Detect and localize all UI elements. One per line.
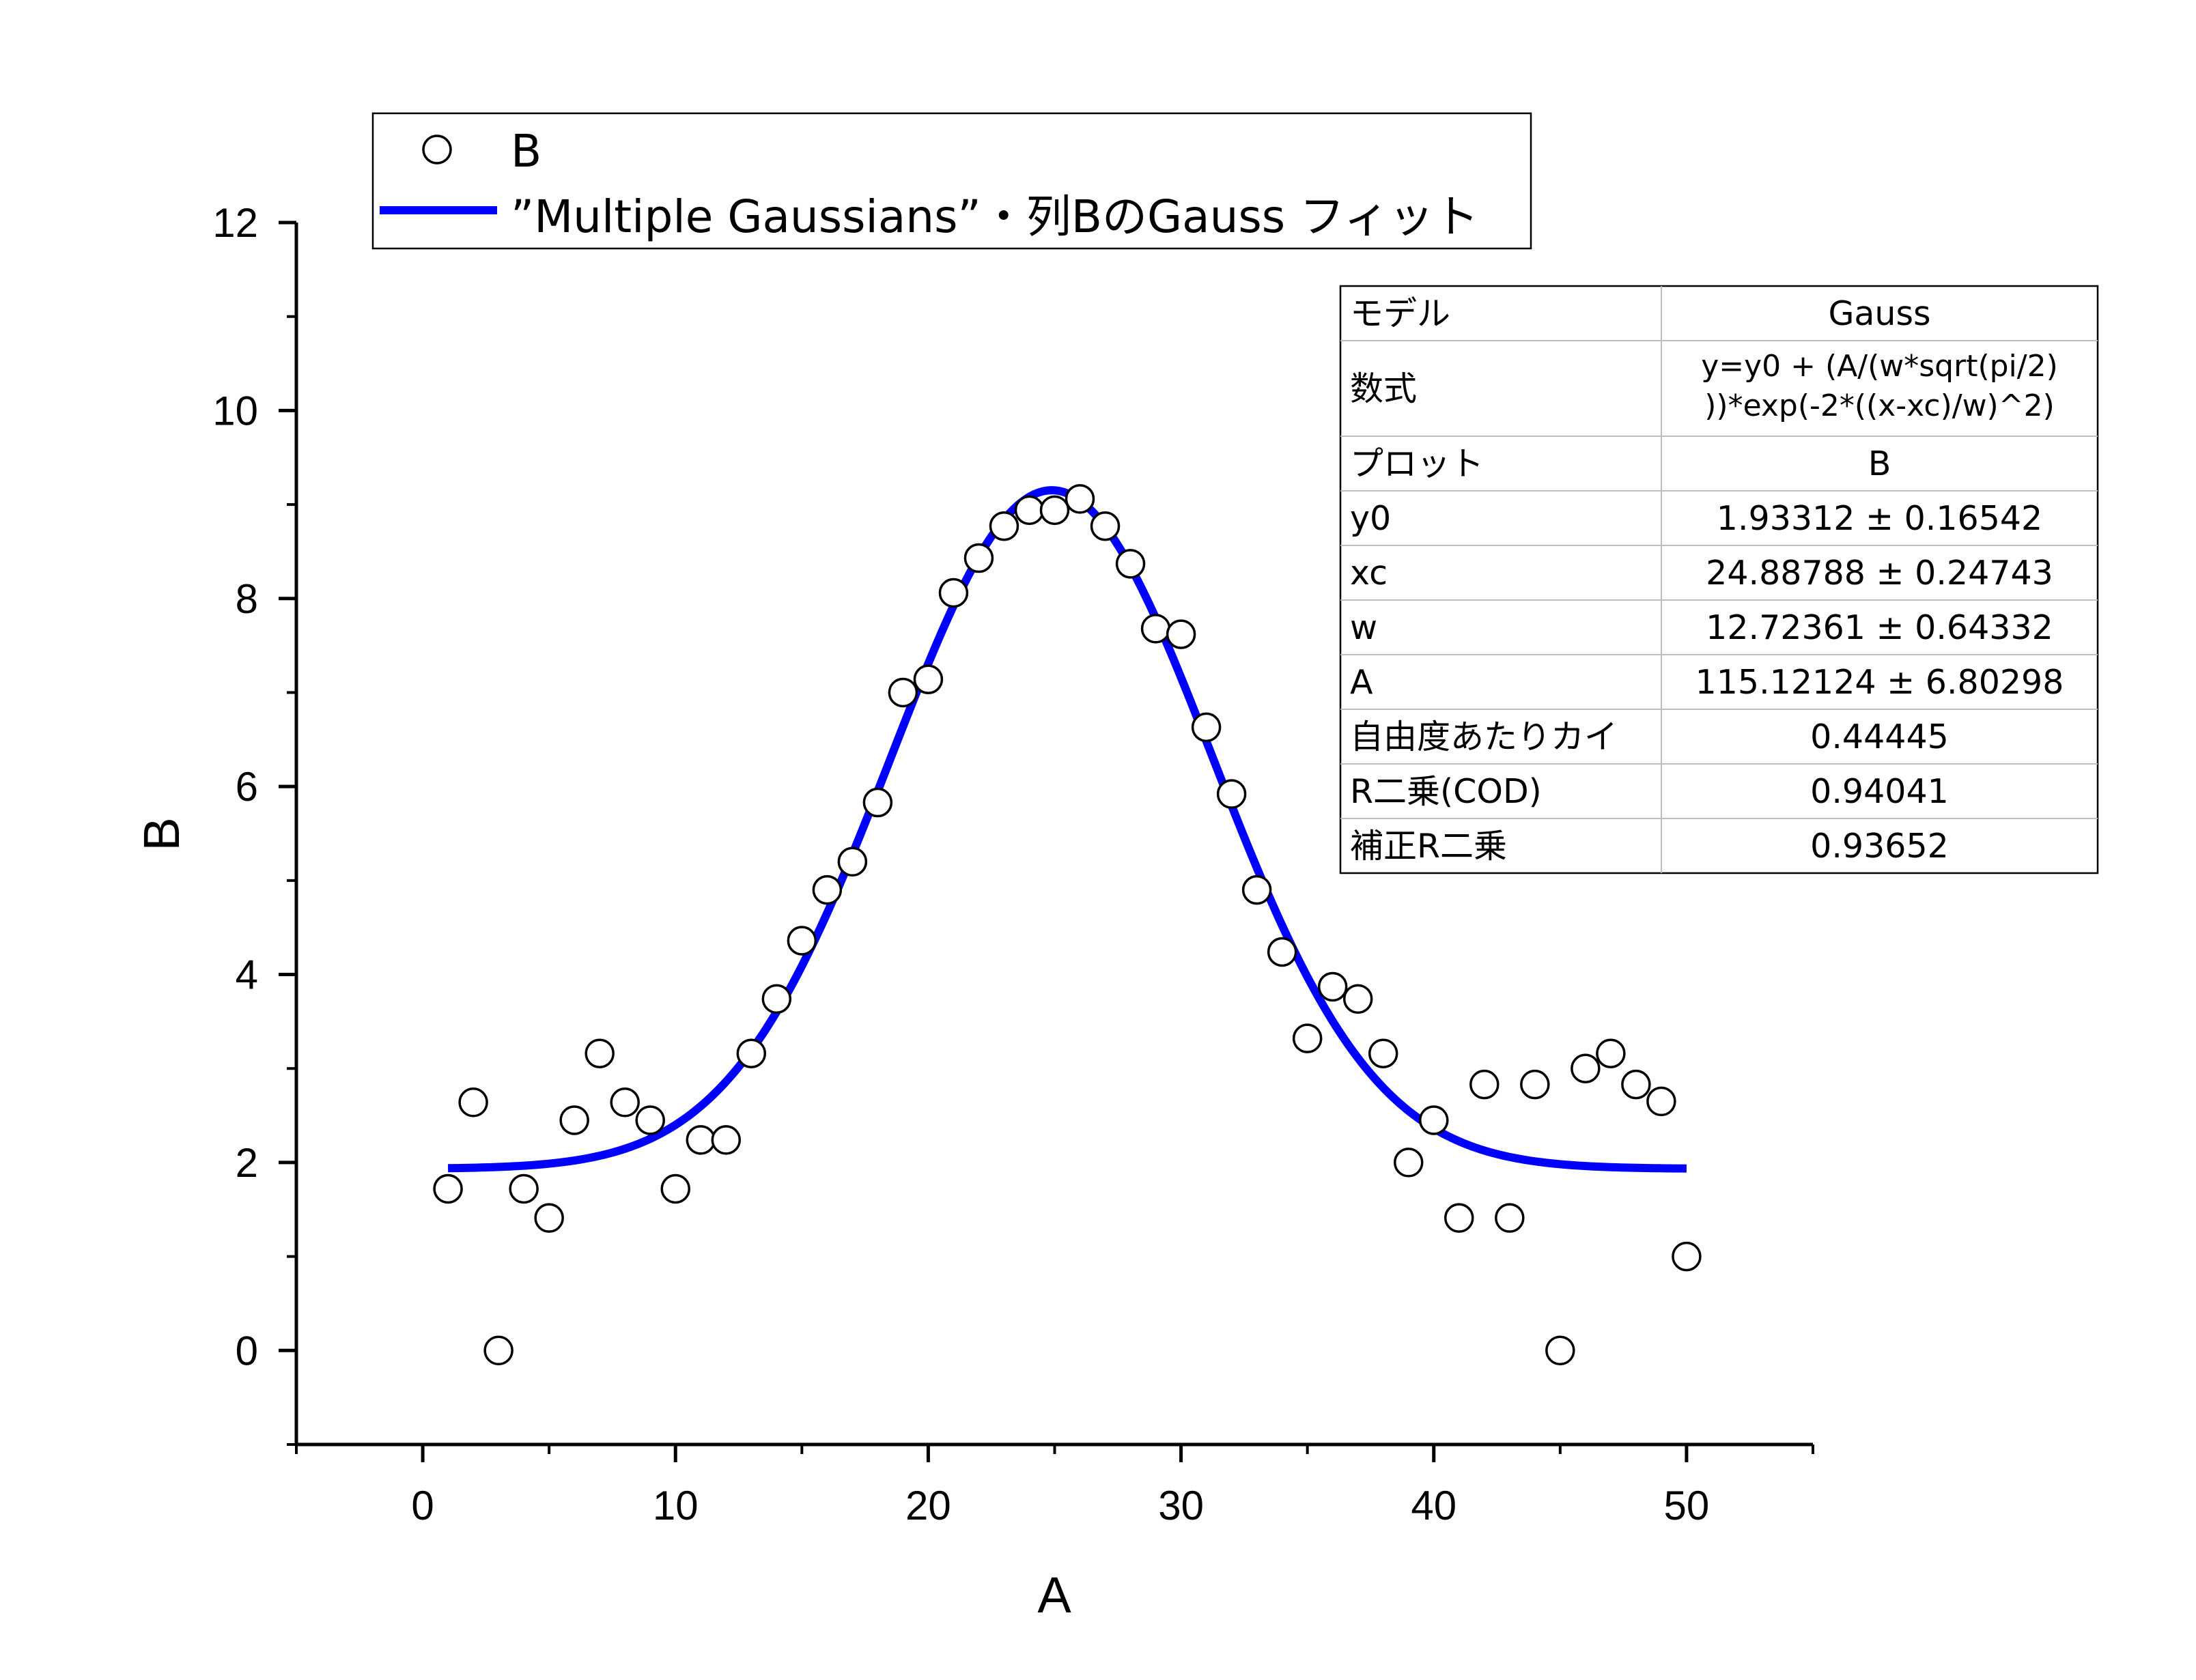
data-point	[1166, 619, 1196, 649]
table-row-value: 1.93312 ± 0.16542	[1717, 499, 2042, 538]
data-point	[509, 1173, 539, 1204]
table-row-label: モデル	[1350, 294, 1450, 333]
table-row-label: xc	[1350, 554, 1388, 593]
data-point	[736, 1038, 767, 1068]
data-point	[787, 926, 817, 956]
x-tick-label: 30	[1158, 1483, 1204, 1528]
x-tick-label: 0	[411, 1483, 434, 1528]
data-point	[1393, 1148, 1424, 1178]
table-row-label: w	[1350, 608, 1377, 647]
data-point	[1241, 874, 1272, 905]
data-point	[1646, 1086, 1676, 1117]
x-axis-title: A	[1037, 1567, 1071, 1623]
table-row-label: プロット	[1350, 444, 1484, 483]
data-point	[1342, 984, 1373, 1014]
y-axis-title: B	[133, 817, 190, 851]
table-row-label: R二乗(COD)	[1350, 772, 1542, 811]
table-row-label: A	[1350, 663, 1373, 702]
data-point	[1571, 1053, 1601, 1083]
y-ticks: 0 2 4 6 8 10 12	[212, 200, 296, 1446]
data-point	[1292, 1023, 1323, 1053]
data-point	[458, 1087, 488, 1117]
table-row-label: 自由度あたりカイ	[1350, 717, 1618, 756]
legend-label-fit: ”Multiple Gaussians”・列BのGauss フィット	[511, 190, 1479, 243]
table-row-value: 115.12124 ± 6.80298	[1695, 663, 2064, 702]
data-point	[1140, 614, 1171, 644]
legend-label-b: B	[511, 125, 541, 177]
y-tick-label: 8	[236, 576, 258, 622]
y-tick-label: 2	[236, 1140, 258, 1186]
data-point	[989, 511, 1019, 541]
table-row-value: ))*exp(-2*((x-xc)/w)^2)	[1704, 388, 2055, 423]
data-point	[963, 543, 994, 573]
y-tick-label: 6	[236, 764, 258, 810]
table-row-value: Gauss	[1828, 294, 1930, 333]
table-row-value: 0.44445	[1810, 717, 1949, 756]
data-point	[610, 1087, 640, 1117]
data-point	[1216, 779, 1247, 809]
legend: B ”Multiple Gaussians”・列BのGauss フィット	[371, 112, 1532, 250]
data-point	[1621, 1069, 1651, 1100]
data-point	[1419, 1105, 1449, 1135]
data-point	[483, 1335, 513, 1366]
table-row-value: B	[1868, 444, 1891, 483]
data-point	[913, 664, 944, 694]
fit-results-table: モデル Gauss 数式 y=y0 + (A/(w*sqrt(pi/2) ))*exp(…	[1339, 285, 2099, 874]
table-row-value: 0.94041	[1810, 772, 1949, 811]
data-point	[1545, 1335, 1575, 1366]
data-point	[1039, 495, 1070, 526]
table-row-value: y=y0 + (A/(w*sqrt(pi/2)	[1701, 349, 2058, 384]
y-tick-label: 0	[236, 1328, 258, 1373]
data-point	[433, 1173, 463, 1204]
data-point	[1596, 1038, 1626, 1068]
table-row-value: 24.88788 ± 0.24743	[1706, 554, 2053, 593]
data-point	[812, 874, 843, 905]
data-point	[1444, 1203, 1474, 1233]
data-point	[660, 1173, 690, 1204]
data-points	[433, 484, 1702, 1366]
data-point	[761, 984, 792, 1014]
y-tick-label: 10	[212, 388, 258, 433]
table-row-value: 12.72361 ± 0.64332	[1706, 608, 2053, 647]
table-row-value: 0.93652	[1810, 827, 1949, 866]
data-point	[1191, 712, 1222, 743]
data-point	[1469, 1069, 1500, 1100]
data-point	[1520, 1069, 1550, 1100]
data-point	[1317, 971, 1348, 1002]
data-point	[534, 1203, 564, 1233]
y-tick-label: 4	[236, 952, 258, 998]
data-point	[585, 1038, 615, 1068]
table-row-label: 数式	[1350, 369, 1417, 408]
data-point	[1014, 495, 1045, 526]
table-row-label: 補正R二乗	[1350, 827, 1507, 866]
table-border	[1339, 285, 2099, 874]
data-point	[837, 846, 868, 877]
data-point	[1267, 937, 1297, 967]
data-point	[1065, 484, 1095, 514]
x-tick-label: 40	[1411, 1483, 1456, 1528]
data-point	[938, 578, 969, 608]
data-point	[711, 1125, 742, 1155]
data-point	[1672, 1241, 1702, 1272]
data-point	[1090, 511, 1121, 541]
x-tick-label: 20	[905, 1483, 951, 1528]
data-point	[1115, 549, 1146, 579]
x-tick-label: 10	[653, 1483, 699, 1528]
data-point	[888, 677, 918, 708]
table-row-label: y0	[1350, 499, 1391, 538]
data-point	[862, 787, 893, 818]
legend-marker-circle	[422, 134, 452, 165]
y-tick-label: 12	[212, 200, 258, 246]
x-ticks: 0 10 20 30 40 50	[295, 1444, 1814, 1528]
data-point	[686, 1125, 716, 1155]
x-tick-label: 50	[1664, 1483, 1710, 1528]
data-point	[1368, 1038, 1398, 1068]
data-point	[559, 1105, 589, 1135]
legend-box	[371, 112, 1532, 250]
data-point	[1495, 1203, 1525, 1233]
data-point	[635, 1105, 665, 1135]
